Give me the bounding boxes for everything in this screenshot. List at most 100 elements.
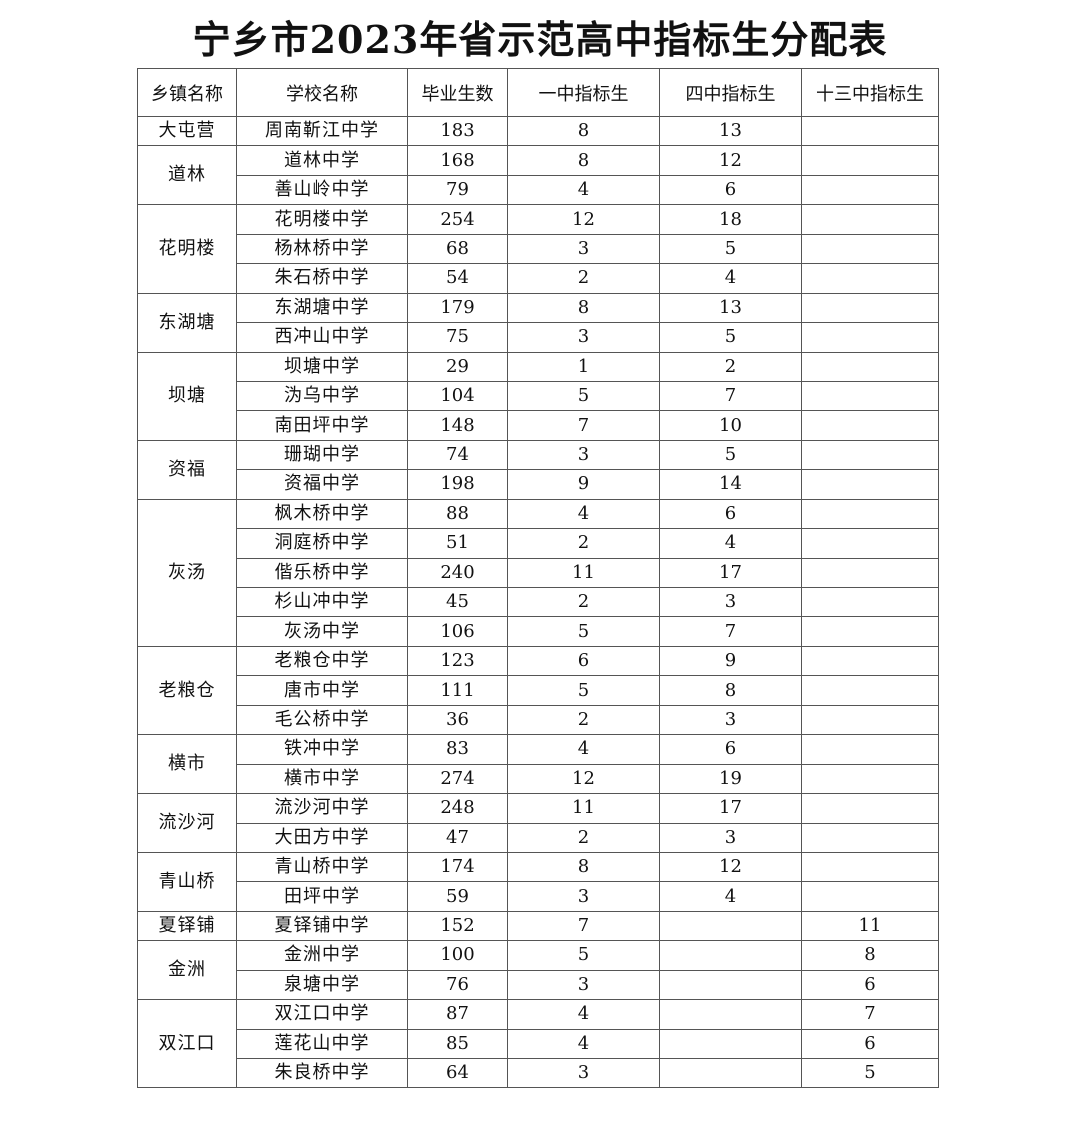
- quota-no1: 11: [507, 793, 660, 824]
- town-name: 夏铎铺: [137, 910, 237, 942]
- graduates: 83: [407, 734, 508, 765]
- quota-no1: 4: [507, 174, 660, 206]
- table-row: 善山岭中学 79 4 6: [138, 174, 939, 206]
- quota-no4: [659, 1028, 802, 1060]
- quota-no1: 8: [507, 292, 660, 324]
- quota-no1: 12: [507, 763, 660, 795]
- quota-no1: 2: [507, 263, 660, 294]
- quota-no4: 14: [659, 469, 802, 500]
- quota-no4: 17: [659, 557, 802, 589]
- graduates: 87: [407, 999, 508, 1030]
- quota-no1: 7: [507, 910, 660, 942]
- quota-no13: [801, 322, 939, 353]
- quota-no1: 8: [507, 851, 660, 883]
- quota-no4: 6: [659, 734, 802, 765]
- quota-no13: 6: [801, 1028, 939, 1060]
- graduates: 179: [407, 292, 508, 324]
- school-name: 珊瑚中学: [236, 439, 408, 471]
- quota-no4: 9: [659, 645, 802, 677]
- school-name: 青山桥中学: [236, 851, 408, 883]
- graduates: 152: [407, 910, 508, 942]
- quota-no13: [801, 469, 939, 500]
- quota-no1: 3: [507, 322, 660, 353]
- table-row: 田坪中学 59 3 4: [138, 881, 939, 912]
- school-name: 西冲山中学: [236, 322, 408, 353]
- quota-no4: [659, 940, 802, 971]
- quota-no4: 4: [659, 881, 802, 912]
- school-name: 流沙河中学: [236, 793, 408, 824]
- header-school: 学校名称: [236, 68, 408, 117]
- quota-no1: 2: [507, 528, 660, 559]
- quota-no1: 1: [507, 351, 660, 382]
- table-row: 金洲 金洲中学 100 5 8: [137, 940, 939, 1001]
- school-name: 周南靳江中学: [236, 115, 408, 147]
- town-name: 花明楼: [137, 204, 237, 294]
- quota-no13: [801, 233, 939, 265]
- graduates: 79: [407, 174, 508, 206]
- quota-no4: 18: [659, 204, 802, 235]
- table-row: 南田坪中学 148 7 10: [138, 410, 939, 441]
- graduates: 45: [407, 586, 508, 618]
- table-row: 道林 道林中学 168 8 12: [137, 145, 939, 206]
- quota-no13: [801, 351, 939, 382]
- quota-no1: 4: [507, 734, 660, 765]
- graduates: 36: [407, 704, 508, 736]
- table-row: 泉塘中学 76 3 6: [138, 969, 939, 1001]
- quota-no13: [801, 115, 939, 147]
- table-row: 毛公桥中学 36 2 3: [138, 704, 939, 736]
- graduates: 123: [407, 645, 508, 677]
- quota-no1: 3: [507, 1057, 660, 1089]
- school-name: 灰汤中学: [236, 616, 408, 647]
- quota-no4: 6: [659, 498, 802, 530]
- quota-no4: 5: [659, 233, 802, 265]
- school-name: 老粮仓中学: [236, 645, 408, 677]
- graduates: 74: [407, 439, 508, 471]
- quota-no4: 3: [659, 822, 802, 853]
- graduates: 106: [407, 616, 508, 647]
- quota-no4: 10: [659, 410, 802, 441]
- quota-no1: 5: [507, 675, 660, 706]
- school-name: 南田坪中学: [236, 410, 408, 441]
- quota-no4: 19: [659, 763, 802, 795]
- school-name: 毛公桥中学: [236, 704, 408, 736]
- graduates: 148: [407, 410, 508, 441]
- header-town: 乡镇名称: [137, 68, 237, 117]
- school-name: 横市中学: [236, 763, 408, 795]
- graduates: 104: [407, 380, 508, 412]
- school-name: 双江口中学: [236, 999, 408, 1030]
- school-name: 夏铎铺中学: [236, 910, 408, 942]
- table-row: 双江口 双江口中学 87 4 7: [137, 999, 939, 1089]
- quota-no4: 2: [659, 351, 802, 382]
- quota-no4: 13: [659, 292, 802, 324]
- header-quota-no13: 十三中指标生: [801, 68, 939, 117]
- quota-no1: 2: [507, 704, 660, 736]
- graduates: 174: [407, 851, 508, 883]
- quota-no13: [801, 380, 939, 412]
- graduates: 100: [407, 940, 508, 971]
- town-name: 青山桥: [137, 851, 237, 912]
- table-row: 沩乌中学 104 5 7: [138, 380, 939, 412]
- quota-no4: 8: [659, 675, 802, 706]
- town-name: 坝塘: [137, 351, 237, 441]
- quota-no4: 7: [659, 616, 802, 647]
- quota-no1: 6: [507, 645, 660, 677]
- graduates: 59: [407, 881, 508, 912]
- town-name: 大屯营: [137, 115, 237, 147]
- quota-no4: 3: [659, 704, 802, 736]
- quota-no13: [801, 263, 939, 294]
- allocation-table: 乡镇名称 学校名称 毕业生数 一中指标生 四中指标生 十三中指标生 大屯营 周南靳…: [137, 68, 939, 1089]
- table-row: 朱石桥中学 54 2 4: [138, 263, 939, 294]
- town-name: 东湖塘: [137, 292, 237, 353]
- quota-no4: [659, 910, 802, 942]
- graduates: 51: [407, 528, 508, 559]
- school-name: 花明楼中学: [236, 204, 408, 235]
- school-name: 泉塘中学: [236, 969, 408, 1001]
- quota-no1: 9: [507, 469, 660, 500]
- town-name: 横市: [137, 734, 237, 795]
- table-row: 灰汤 枫木桥中学 88 4 6: [137, 498, 939, 647]
- graduates: 254: [407, 204, 508, 235]
- quota-no4: 6: [659, 174, 802, 206]
- school-name: 资福中学: [236, 469, 408, 500]
- quota-no13: [801, 645, 939, 677]
- school-name: 洞庭桥中学: [236, 528, 408, 559]
